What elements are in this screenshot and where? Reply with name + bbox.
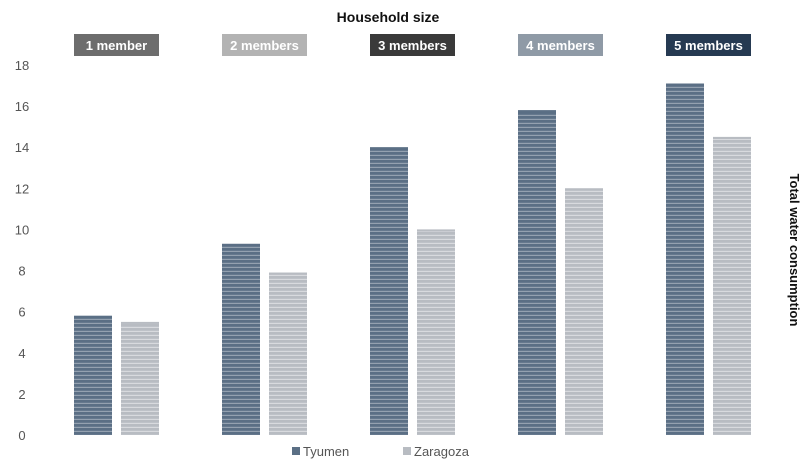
category-label-bg [370,34,455,56]
category-label-4: 4 members [518,34,603,56]
bar-zaragoza-1 [121,321,159,435]
category-label-1: 1 member [74,34,159,56]
y-tick-label-16: 16 [15,99,29,114]
y-tick-label-10: 10 [15,222,29,237]
y-axis-ticks: 0 2 4 6 8 10 12 14 16 18 [15,58,29,443]
legend: Tyumen Zaragoza [292,444,470,459]
category-label-bg [222,34,307,56]
bar-tyumen-2 [222,243,260,435]
bar-zaragoza-3 [417,229,455,435]
category-label-text: 1 member [86,38,147,53]
bar-top-tyumen-2 [222,243,260,246]
category-label-2: 2 members [222,34,307,56]
category-labels: 1 member 2 members 3 members 4 members 5 mem… [74,34,751,56]
category-label-text: 2 members [230,38,299,53]
bar-top-zaragoza-3 [417,229,455,232]
y-tick-label-12: 12 [15,181,29,196]
y-tick-label-4: 4 [18,346,25,361]
legend-label-zaragoza: Zaragoza [414,444,470,459]
bar-top-zaragoza-1 [121,321,159,324]
y-tick-label-6: 6 [18,305,25,320]
bar-tyumen-3 [370,147,408,435]
category-label-bg [666,34,751,56]
category-label-3: 3 members [370,34,455,56]
legend-label-tyumen: Tyumen [303,444,349,459]
bar-top-zaragoza-5 [713,136,751,139]
legend-swatch-tyumen [292,447,300,455]
bar-top-tyumen-3 [370,147,408,150]
bar-zaragoza-5 [713,136,751,435]
y-tick-label-18: 18 [15,58,29,73]
legend-swatch-zaragoza [403,447,411,455]
bar-tyumen-1 [74,315,112,435]
category-label-5: 5 members [666,34,751,56]
y-tick-label-8: 8 [18,264,25,279]
bar-top-tyumen-1 [74,315,112,318]
y-tick-label-2: 2 [18,387,25,402]
chart-title: Household size [337,9,440,25]
bar-tyumen-5 [666,83,704,435]
category-label-text: 3 members [378,38,447,53]
bar-tyumen-4 [518,110,556,435]
category-label-text: 5 members [674,38,743,53]
bar-zaragoza-4 [565,188,603,435]
bar-top-tyumen-5 [666,83,704,86]
y-tick-label-0: 0 [18,428,25,443]
bar-zaragoza-2 [269,272,307,435]
y-axis-label: Total water consumption [787,174,802,327]
y-tick-label-14: 14 [15,140,29,155]
category-label-bg [74,34,159,56]
bar-top-zaragoza-2 [269,272,307,275]
bar-top-zaragoza-4 [565,188,603,191]
bars [74,83,751,435]
bar-top-tyumen-4 [518,110,556,113]
category-label-bg [518,34,603,56]
category-label-text: 4 members [526,38,595,53]
